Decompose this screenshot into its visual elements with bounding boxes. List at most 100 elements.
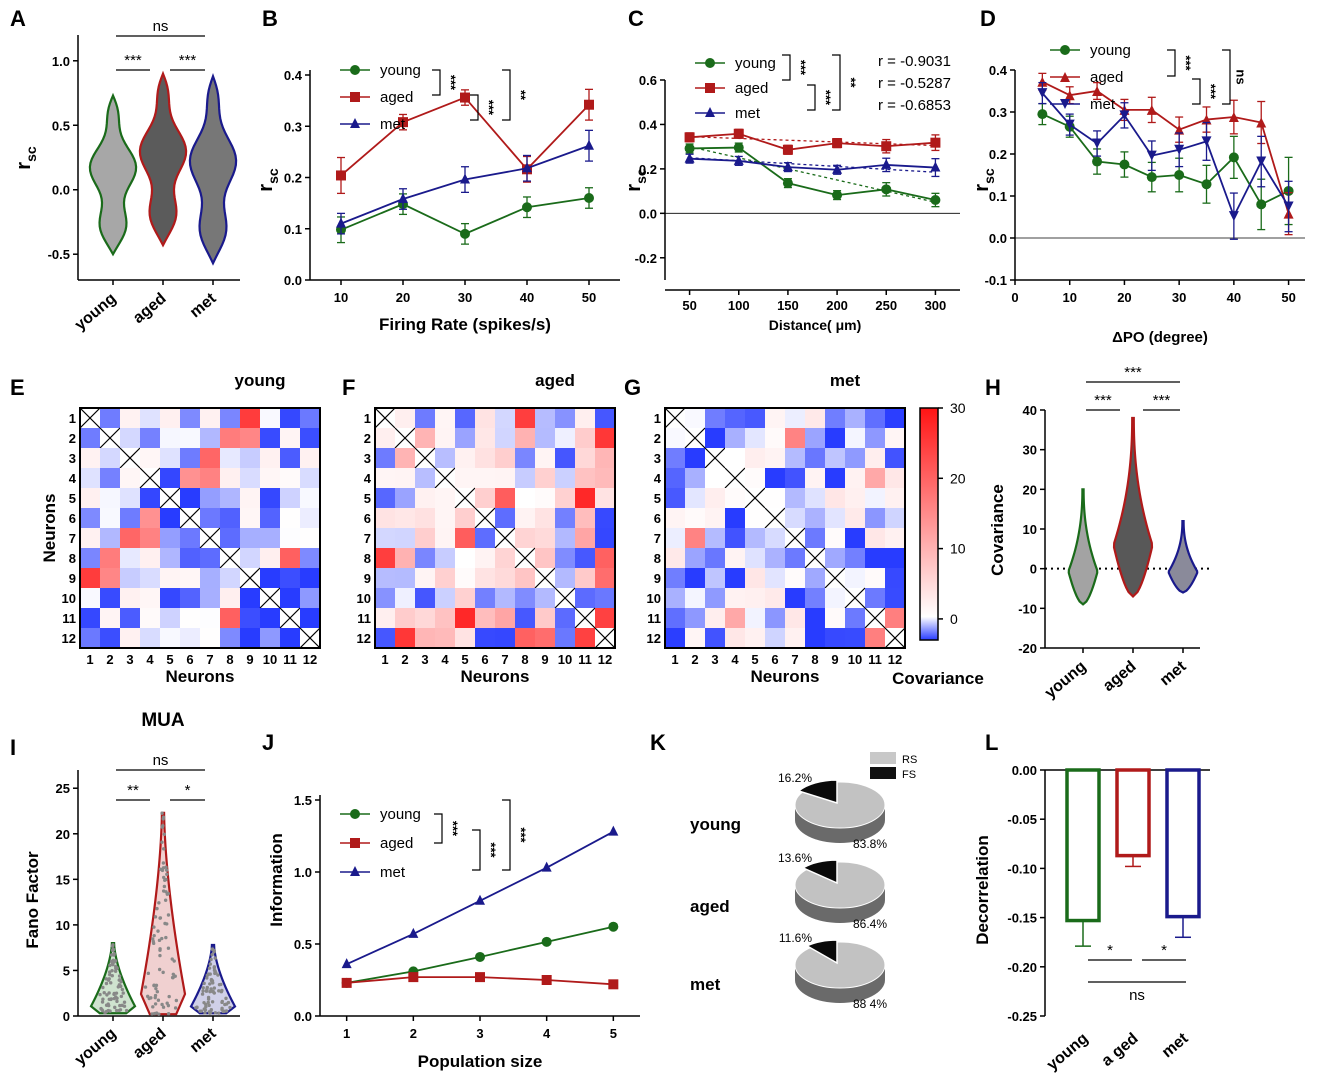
panel-i-violin-met-dot [206, 997, 211, 1001]
panel-e-cell [280, 488, 300, 508]
panel-i-violin-met-dot [200, 992, 205, 996]
panel-b-point-met [336, 217, 346, 228]
panel-c-bracket-label: ** [844, 77, 859, 88]
panel-j-ytick-label: 0.5 [294, 937, 312, 952]
panel-f-cell [495, 448, 515, 468]
panel-f-ytick-label: 3 [364, 451, 371, 466]
panel-i-violin-young-dot [117, 974, 122, 978]
panel-f-cell [575, 408, 595, 428]
panel-j-legend-label: aged [380, 835, 413, 852]
panel-e-diag [79, 407, 101, 429]
panel-b-xtick-label: 10 [334, 290, 348, 305]
panel-k-fs-label-young: 16.2% [778, 771, 812, 785]
panel-e-diag [99, 427, 121, 449]
panel-j-legend-marker [350, 866, 360, 876]
panel-f-xtick-label: 4 [441, 652, 449, 667]
panel-f-ytick-label: 7 [364, 531, 371, 546]
panel-e-cell [160, 428, 180, 448]
panel-i-violin-aged-dot [157, 938, 162, 943]
panel-c-xtick-label: 250 [875, 298, 897, 313]
panel-g-cell [865, 448, 885, 468]
panel-e-cell [80, 488, 100, 508]
panel-g-cell [885, 508, 905, 528]
panel-g-cell [665, 528, 685, 548]
panel-g-cell [705, 608, 725, 628]
panel-g-xtick-label: 9 [831, 652, 838, 667]
panel-f-ytick-label: 5 [364, 491, 371, 506]
panel-e-cell [300, 608, 320, 628]
panel-h-violin-young [1067, 488, 1099, 606]
panel-e-cell [100, 488, 120, 508]
panel-i-violin-aged-dot [154, 986, 158, 991]
panel-e-cell [160, 628, 180, 648]
panel-g-cell [725, 568, 745, 588]
panel-d-bracket-label: *** [1204, 84, 1219, 100]
panel-c-ytick-label: 0.0 [639, 206, 657, 221]
panel-e-cell [80, 468, 100, 488]
panel-i-violin-aged-dot [162, 847, 166, 851]
panel-g-cell [685, 548, 705, 568]
panel-g-cell [745, 508, 765, 528]
panel-f-cell [575, 528, 595, 548]
panel-f-cell [555, 408, 575, 428]
panel-f-cell [555, 548, 575, 568]
panel-e-cell [160, 588, 180, 608]
panel-h-letter: H [985, 375, 1001, 400]
panel-e-cell [160, 608, 180, 628]
panel-e-xtick-label: 2 [106, 652, 113, 667]
panel-d-xtick-label: 30 [1172, 290, 1186, 305]
panel-e-xtick-label: 7 [206, 652, 213, 667]
panel-g-cell [785, 608, 805, 628]
panel-f-cell [535, 448, 555, 468]
panel-g-colorbar-tick-label: 10 [950, 541, 966, 557]
panel-j-point-young [608, 921, 619, 932]
panel-g-cell [765, 568, 785, 588]
panel-f-cell [415, 528, 435, 548]
panel-c-point-aged [782, 144, 793, 155]
panel-f-cell [535, 408, 555, 428]
panel-f-xtick-label: 10 [558, 652, 572, 667]
panel-f-cell [495, 548, 515, 568]
panel-e-cell [220, 508, 240, 528]
panel-g-cell [745, 568, 765, 588]
panel-d-point-young [1201, 179, 1212, 190]
panel-d-point-met [1256, 156, 1267, 167]
panel-g-cell [765, 608, 785, 628]
panel-e-cell [280, 428, 300, 448]
panel-f-cell [435, 528, 455, 548]
panel-f-cell [435, 508, 455, 528]
panel-e-cell [280, 588, 300, 608]
panel-g-cell [765, 488, 785, 508]
panel-k-pie-fs-aged [801, 859, 838, 885]
panel-d-bracket-label: ns [1234, 69, 1249, 84]
panel-g-cell [685, 408, 705, 428]
panel-e-cell [200, 408, 220, 428]
panel-e-cell [160, 448, 180, 468]
panel-e-cell [140, 588, 160, 608]
panel-f-ytick-label: 11 [357, 611, 371, 626]
panel-f-cell [435, 628, 455, 648]
panel-e-cell [120, 428, 140, 448]
panel-i-violin-young-dot [111, 947, 115, 951]
panel-d-ytick-label: 0.2 [989, 147, 1007, 162]
panel-e-diag [299, 627, 321, 649]
panel-h-xtick-label: aged [1100, 658, 1140, 695]
panel-j-legend-marker [350, 809, 360, 819]
panel-f-diag [474, 507, 496, 529]
panel-e-ytick-label: 11 [62, 611, 76, 626]
panel-e-cell [260, 548, 280, 568]
panel-i-violin-aged-dot [151, 1005, 155, 1009]
panel-i-ytick-label: 20 [56, 827, 70, 842]
panel-g-cell [805, 568, 825, 588]
panel-g-cell [685, 628, 705, 648]
panel-e-cell [220, 528, 240, 548]
panel-h-violin-aged [1112, 416, 1154, 598]
panel-f-ytick-label: 1 [364, 411, 371, 426]
panel-f-cell [455, 528, 475, 548]
panel-i-violin-aged-dot [166, 946, 171, 950]
panel-g-cell [665, 488, 685, 508]
panel-c-series-aged [689, 132, 936, 151]
panel-c-legend-label: aged [735, 80, 768, 97]
panel-i-title: MUA [141, 710, 185, 731]
panel-e-cell [280, 408, 300, 428]
